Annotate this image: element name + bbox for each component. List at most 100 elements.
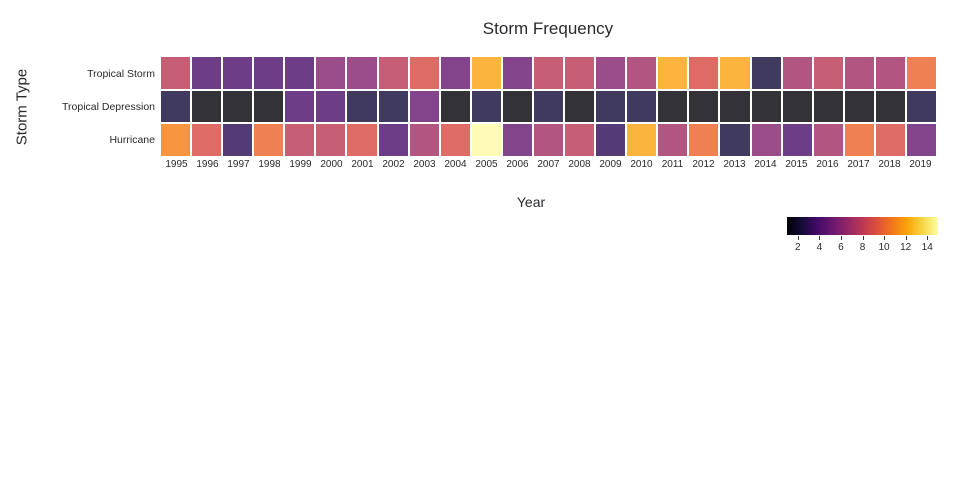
colorbar-tick-mark <box>884 236 886 240</box>
heatmap-cell[interactable] <box>813 124 843 156</box>
heatmap-cell[interactable] <box>596 90 626 123</box>
heatmap-cell[interactable] <box>192 90 222 123</box>
colorbar-tick-label: 6 <box>838 242 844 253</box>
chart-title: Storm Frequency <box>482 19 614 38</box>
heatmap-cell[interactable] <box>161 124 191 156</box>
heatmap-cell[interactable] <box>409 90 439 123</box>
colorbar-tick-label: 2 <box>795 242 801 253</box>
heatmap-cell[interactable] <box>596 57 626 89</box>
heatmap-cell[interactable] <box>782 90 812 123</box>
heatmap-cell[interactable] <box>782 124 812 156</box>
colorbar-tick-mark <box>840 236 842 240</box>
heatmap-cell[interactable] <box>440 57 470 89</box>
colorbar-tick-label: 4 <box>816 242 823 253</box>
heatmap-cell[interactable] <box>347 124 377 156</box>
heatmap-cell[interactable] <box>316 90 346 123</box>
heatmap-cell[interactable] <box>751 124 781 156</box>
heatmap-cell[interactable] <box>285 57 315 89</box>
heatmap-cell[interactable] <box>533 57 564 89</box>
heatmap-cell[interactable] <box>627 57 657 89</box>
heatmap-cell[interactable] <box>906 124 936 156</box>
heatmap-cell[interactable] <box>223 57 253 89</box>
heatmap-cell[interactable] <box>254 57 284 89</box>
heatmap-cell[interactable] <box>378 57 408 89</box>
heatmap-cell[interactable] <box>347 57 377 89</box>
heatmap-cell[interactable] <box>720 90 750 123</box>
heatmap-cell[interactable] <box>533 124 564 156</box>
x-tick-label: 2013 <box>723 159 746 170</box>
heatmap-cell[interactable] <box>751 90 781 123</box>
heatmap-cell[interactable] <box>689 90 719 123</box>
x-axis-tick-labels: 1995 1996 1997 1998 1999 2000 2001 2002 2003 2004… <box>161 159 936 170</box>
heatmap-cell[interactable] <box>502 124 532 156</box>
heatmap-cell[interactable] <box>658 124 688 156</box>
heatmap-cell[interactable] <box>875 90 905 123</box>
heatmap-cell[interactable] <box>409 124 439 156</box>
heatmap-cell[interactable] <box>378 124 408 156</box>
heatmap-cell[interactable] <box>471 57 501 89</box>
heatmap-cell[interactable] <box>565 90 595 123</box>
heatmap-cell[interactable] <box>782 57 812 89</box>
heatmap-cell[interactable] <box>502 57 532 89</box>
heatmap-cell[interactable] <box>875 57 905 89</box>
x-tick-label: 2007 <box>537 159 560 170</box>
heatmap-cell[interactable] <box>565 124 595 156</box>
x-tick-label: 2015 <box>785 159 808 170</box>
heatmap-cell[interactable] <box>596 124 626 156</box>
heatmap-cell[interactable] <box>720 124 750 156</box>
heatmap-cell[interactable] <box>471 124 501 156</box>
heatmap-cell[interactable] <box>223 90 253 123</box>
heatmap-cell[interactable] <box>409 57 439 89</box>
heatmap-cell[interactable] <box>906 57 936 89</box>
heatmap-cell[interactable] <box>813 57 843 89</box>
x-tick-label: 2017 <box>847 159 870 170</box>
heatmap-cell[interactable] <box>627 90 657 123</box>
heatmap-cell[interactable] <box>844 57 874 89</box>
heatmap-cell[interactable] <box>254 124 284 156</box>
colorbar-tick-label: 10 <box>878 242 890 253</box>
x-tick-label: 2000 <box>320 159 343 170</box>
heatmap-cell[interactable] <box>533 90 564 123</box>
heatmap-cell[interactable] <box>658 57 688 89</box>
heatmap-cell[interactable] <box>440 90 470 123</box>
x-tick-label: 2010 <box>630 159 653 170</box>
heatmap-cell[interactable] <box>161 90 191 123</box>
heatmap-cell[interactable] <box>844 90 874 123</box>
x-tick-label: 2014 <box>754 159 777 170</box>
heatmap-cell[interactable] <box>875 124 905 156</box>
heatmap-cell[interactable] <box>627 124 657 156</box>
heatmap-cell[interactable] <box>658 90 688 123</box>
y-tick-label: Hurricane <box>109 133 155 146</box>
x-tick-label: 2019 <box>909 159 932 170</box>
heatmap-cell[interactable] <box>813 90 843 123</box>
heatmap-cell[interactable] <box>161 57 191 89</box>
heatmap-cell[interactable] <box>565 57 595 89</box>
heatmap-cell[interactable] <box>285 90 315 123</box>
heatmap-cell[interactable] <box>906 90 936 123</box>
colorbar-tick-mark <box>927 236 929 240</box>
heatmap-cell[interactable] <box>316 57 346 89</box>
x-tick-label: 2005 <box>475 159 498 170</box>
heatmap-cell[interactable] <box>316 124 346 156</box>
heatmap-cell[interactable] <box>689 124 719 156</box>
heatmap-cell[interactable] <box>440 124 470 156</box>
colorbar-gradient <box>787 217 938 235</box>
heatmap-cell[interactable] <box>844 124 874 156</box>
x-tick-label: 2006 <box>506 159 529 170</box>
heatmap-cell[interactable] <box>285 124 315 156</box>
heatmap-cell[interactable] <box>223 124 253 156</box>
x-tick-label: 1998 <box>258 159 281 170</box>
heatmap-cell[interactable] <box>192 57 222 89</box>
x-tick-label: 2002 <box>382 159 405 170</box>
heatmap-cell[interactable] <box>471 90 501 123</box>
heatmap-cell[interactable] <box>254 90 284 123</box>
colorbar: 2 4 6 8 10 12 14 <box>787 217 938 254</box>
heatmap-cell[interactable] <box>378 90 408 123</box>
heatmap-cell[interactable] <box>502 90 532 123</box>
heatmap-cell[interactable] <box>751 57 781 89</box>
heatmap-cell[interactable] <box>720 57 750 89</box>
heatmap-cell[interactable] <box>689 57 719 89</box>
heatmap-cell[interactable] <box>347 90 377 123</box>
heatmap-cell[interactable] <box>192 124 222 156</box>
colorbar-tick-label: 8 <box>859 242 866 253</box>
